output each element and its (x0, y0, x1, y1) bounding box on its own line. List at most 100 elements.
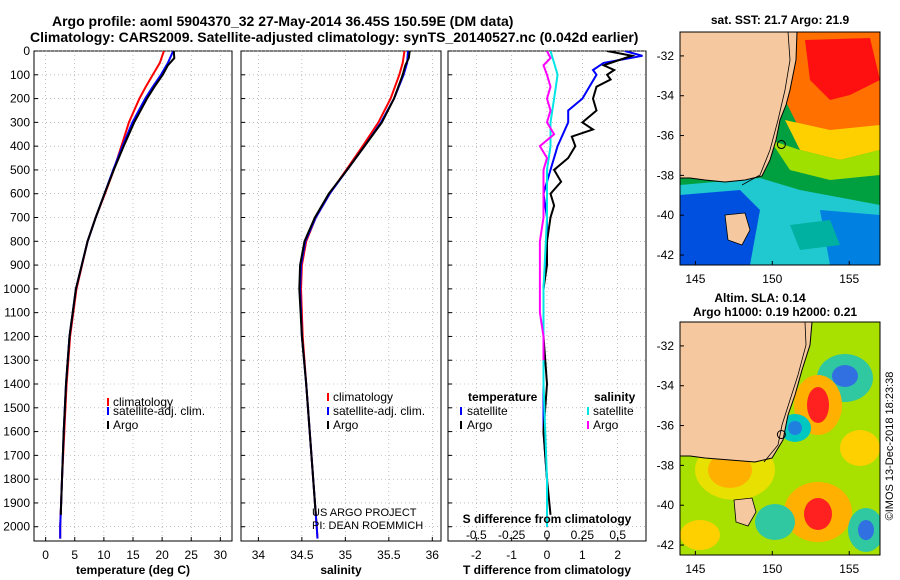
map-y-tick-label: -40 (657, 498, 675, 512)
sla-map-subtitle: Argo h1000: 0.19 h2000: 0.21 (693, 305, 857, 319)
x-tick-label: 1 (579, 548, 586, 562)
x-tick-label: 34.5 (290, 548, 314, 562)
y-tick-label: 0 (23, 44, 30, 58)
sst-map-title: sat. SST: 21.7 Argo: 21.9 (711, 13, 850, 27)
difference-panel: -2 -1 0 1 2 -0.5 -0.25 0 0.25 0.5 S difference f… (447, 50, 647, 577)
y-tick-label: 400 (10, 139, 30, 153)
y-tick-label: 500 (10, 163, 30, 177)
s-tick-label: 0.25 (571, 528, 595, 542)
legend-argo-label: Argo (333, 418, 359, 432)
x-tick-label: 0 (42, 548, 49, 562)
y-tick-label: 1000 (3, 282, 30, 296)
y-tick-label: 1800 (3, 472, 30, 486)
map-y-tick-label: -38 (657, 458, 675, 472)
x-tick-label: 0 (544, 548, 551, 562)
s-tick-label: -0.5 (466, 528, 487, 542)
x-tick-label: -1 (506, 548, 517, 562)
salinity-panel: 34 34.5 35 35.5 36 salinity climatology sate… (240, 50, 442, 577)
temperature-panel: 0100200300400500600700800900100011001200… (3, 44, 233, 577)
map-y-tick-label: -42 (657, 538, 675, 552)
legend-argo-label: Argo (113, 418, 139, 432)
map-y-tick-label: -38 (657, 168, 675, 182)
legend-satellite-label: satellite-adj. clim. (333, 404, 425, 418)
legend-t-argo-label: Argo (467, 418, 493, 432)
y-tick-label: 600 (10, 187, 30, 201)
map-y-tick-label: -32 (657, 339, 675, 353)
s-tick-label: 0 (544, 528, 551, 542)
y-tick-label: 1500 (3, 401, 30, 415)
y-tick-label: 1600 (3, 425, 30, 439)
y-tick-label: 1100 (4, 306, 30, 320)
salinity-xlabel: salinity (320, 563, 362, 577)
salinity-plot-frame (240, 50, 442, 542)
argo-position-marker (776, 430, 786, 440)
x-tick-label: 35 (339, 548, 353, 562)
x-tick-label: 2 (614, 548, 621, 562)
s-tick-label: 0.5 (609, 528, 626, 542)
project-annotation: US ARGO PROJECT (312, 507, 417, 519)
y-tick-label: 800 (10, 234, 30, 248)
y-tick-label: 2000 (3, 520, 30, 534)
map-x-tick-label: 155 (839, 562, 859, 576)
sla-map-title: Altim. SLA: 0.14 (714, 291, 806, 305)
y-tick-label: 1700 (3, 448, 30, 462)
sst-map-panel: sat. SST: 21.7 Argo: 21.9 145 150 155 -32 -… (657, 13, 881, 286)
map-y-tick-label: -42 (657, 248, 675, 262)
x-tick-label: 15 (126, 548, 140, 562)
t-difference-xlabel: T difference from climatology (463, 563, 631, 577)
series-s-satellite (542, 51, 559, 527)
legend-salinity-title: salinity (594, 390, 636, 404)
y-tick-label: 300 (10, 115, 30, 129)
series-argo (59, 51, 176, 515)
difference-legend: temperature satellite Argo salinity sate… (460, 390, 636, 432)
map-x-tick-label: 150 (762, 562, 782, 576)
sla-map-panel: Altim. SLA: 0.14 Argo h1000: 0.19 h2000:… (657, 291, 881, 576)
legend-temperature-title: temperature (468, 390, 538, 404)
temperature-xlabel: temperature (deg C) (76, 563, 190, 577)
map-x-tick-label: 145 (685, 562, 705, 576)
x-tick-label: 34 (252, 548, 266, 562)
series-s-argo (538, 51, 556, 361)
s-tick-label: -0.25 (498, 528, 526, 542)
y-tick-label: 1300 (3, 353, 30, 367)
legend-climatology-label: climatology (333, 390, 393, 404)
legend-s-satellite-label: satellite (593, 404, 634, 418)
x-tick-label: 35.5 (377, 548, 401, 562)
map-y-tick-label: -34 (657, 89, 675, 103)
sst-map-frame (679, 31, 881, 266)
imos-credit: ©IMOS 13-Dec-2018 18:23:38 (884, 372, 896, 521)
x-tick-label: 25 (185, 548, 199, 562)
y-tick-label: 1400 (3, 377, 30, 391)
x-tick-label: 5 (71, 548, 78, 562)
map-x-tick-label: 150 (762, 272, 782, 286)
legend-satellite-label: satellite-adj. clim. (113, 404, 205, 418)
sla-map-frame (679, 321, 881, 556)
series-argo (298, 51, 411, 515)
legend-s-argo-label: Argo (593, 418, 619, 432)
legend-t-satellite-label: satellite (467, 404, 508, 418)
figure-title-line2: Climatology: CARS2009. Satellite-adjuste… (30, 29, 638, 45)
s-difference-xlabel: S difference from climatology (463, 512, 632, 526)
x-tick-label: -2 (471, 548, 482, 562)
map-y-tick-label: -36 (657, 419, 675, 433)
map-y-tick-label: -34 (657, 379, 675, 393)
x-tick-label: 30 (214, 548, 228, 562)
x-tick-label: 36 (426, 548, 440, 562)
y-tick-label: 1200 (3, 329, 30, 343)
x-tick-label: 10 (97, 548, 111, 562)
map-x-tick-label: 145 (685, 272, 705, 286)
y-tick-label: 100 (10, 68, 30, 82)
x-tick-label: 20 (155, 548, 169, 562)
legend-climatology-label: climatology (113, 395, 173, 409)
y-tick-label: 700 (10, 211, 30, 225)
sla-map-field (680, 322, 880, 555)
y-tick-label: 200 (10, 92, 30, 106)
map-y-tick-label: -36 (657, 129, 675, 143)
pi-annotation: PI: DEAN ROEMMICH (312, 520, 423, 532)
salinity-legend: climatology satellite-adj. clim. Argo (327, 390, 425, 432)
map-y-tick-label: -32 (657, 49, 675, 63)
temperature-legend: climatology satellite-adj. clim. Argo (107, 395, 205, 432)
y-tick-label: 900 (10, 258, 30, 272)
y-tick-label: 1900 (3, 496, 30, 510)
